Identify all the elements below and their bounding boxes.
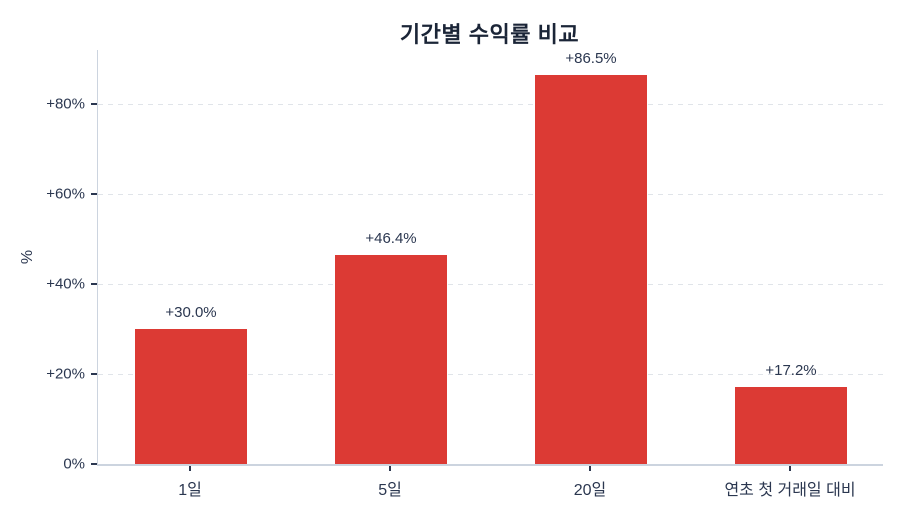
x-tick-mark xyxy=(189,466,191,471)
x-tick-label: 20일 xyxy=(573,482,607,499)
bar xyxy=(135,329,247,464)
gridline xyxy=(98,194,883,195)
x-tick-mark xyxy=(389,466,391,471)
y-tick-label: +80% xyxy=(46,95,85,113)
plot-area: +30.0% +46.4% +86.5% +17.2% xyxy=(97,50,883,466)
y-tick-label: 0% xyxy=(63,455,85,473)
bar-value-label: +30.0% xyxy=(165,304,217,321)
bar-value-label: +86.5% xyxy=(565,49,617,67)
bar-value-label: +46.4% xyxy=(365,230,417,248)
y-tick-mark xyxy=(91,373,97,375)
x-tick-mark xyxy=(589,466,591,471)
bar xyxy=(535,74,647,464)
bar xyxy=(735,386,847,464)
x-tick-label: 1일 xyxy=(178,482,202,499)
gridline xyxy=(98,104,883,105)
y-tick-mark xyxy=(91,283,97,285)
y-tick-mark xyxy=(91,463,97,465)
y-tick-label: +20% xyxy=(46,365,85,383)
x-tick-label: 연초 첫 거래일 대비 xyxy=(724,482,856,499)
bar-value-label: +17.2% xyxy=(765,361,817,379)
y-tick-mark xyxy=(91,193,97,195)
y-tick-label: +60% xyxy=(46,185,85,203)
y-tick-label: +40% xyxy=(46,275,85,293)
gridline xyxy=(98,374,883,375)
chart-title: 기간별 수익률 비교 xyxy=(399,22,580,47)
gridline xyxy=(98,284,883,285)
bar xyxy=(335,255,447,464)
x-tick-mark xyxy=(789,466,791,471)
y-tick-mark xyxy=(91,103,97,105)
x-tick-label: 5일 xyxy=(378,482,402,499)
y-axis-label: % xyxy=(19,249,36,265)
